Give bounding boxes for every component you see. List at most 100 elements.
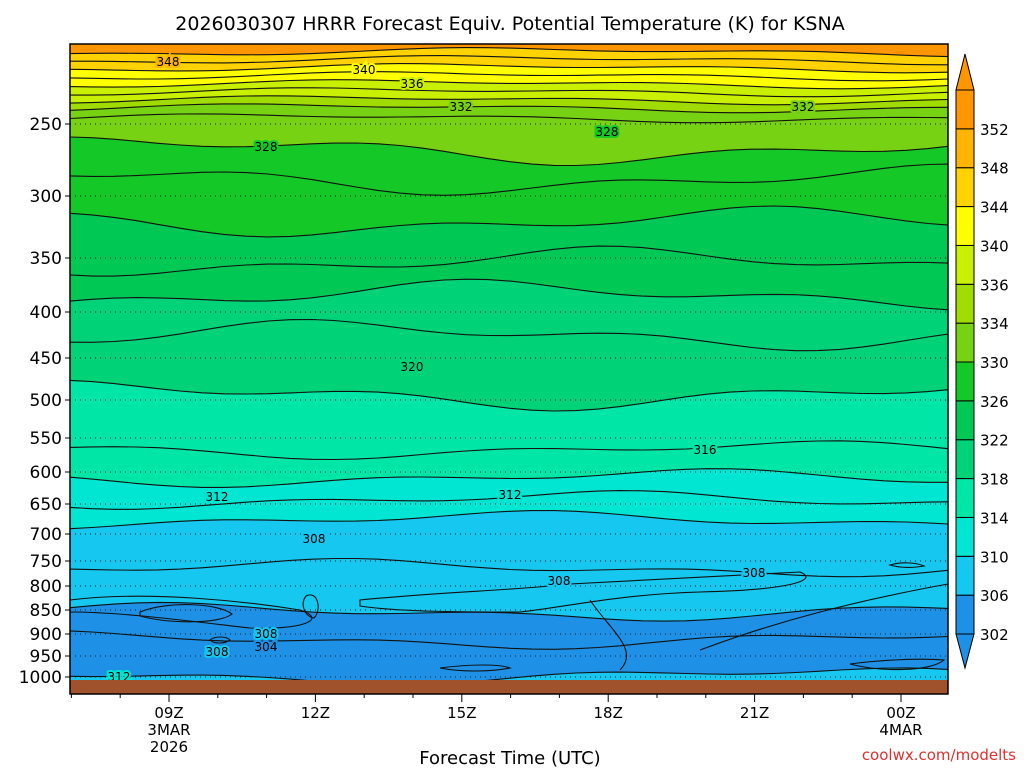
- contour-line-346: [70, 55, 949, 66]
- y-tick-label: 300: [30, 187, 62, 207]
- colorbar-swatch: [955, 128, 975, 169]
- contour-line-338: [70, 87, 949, 98]
- contour-line-closed-5: [439, 664, 512, 672]
- y-tick-label: 250: [30, 115, 62, 135]
- contour-line-308: [69, 557, 949, 578]
- colorbar-label: 340: [980, 237, 1009, 255]
- y-tick-label: 850: [30, 601, 62, 621]
- contour-label: 328: [596, 125, 619, 139]
- colorbar-swatch: [955, 594, 975, 635]
- x-tick-label: 12Z: [301, 704, 330, 722]
- y-tick-label: 550: [30, 429, 62, 449]
- colorbar-swatch: [955, 555, 975, 596]
- contour-line-closed-6: [888, 562, 926, 568]
- contour-label: 308: [743, 566, 766, 580]
- contour-label: 332: [450, 100, 473, 114]
- y-tick-label: 750: [30, 552, 62, 572]
- colorbar: 302 306 310 314 318 322 326 330 334 336 340 344 348 3…: [955, 53, 1009, 670]
- contour-line-316: [69, 440, 949, 461]
- contour-line-348: [69, 47, 949, 58]
- contour-label: 312: [206, 490, 229, 504]
- contour-label: 320: [401, 360, 424, 374]
- contour-line-306: [69, 630, 949, 650]
- x-tick-date-label: 3MAR: [147, 721, 190, 739]
- colorbar-label: 344: [980, 199, 1009, 217]
- contour-line-306: [69, 601, 949, 622]
- contour-line-336: [69, 95, 949, 106]
- colorbar-label: 326: [980, 393, 1009, 411]
- colorbar-label: 352: [980, 121, 1009, 139]
- y-tick-label: 650: [30, 495, 62, 515]
- y-tick-label: 450: [30, 349, 62, 369]
- x-tick-label: 00Z: [886, 704, 915, 722]
- contour-line-closed-1: [139, 604, 233, 623]
- contour-lines: [69, 47, 949, 686]
- contour-label: 312: [499, 488, 522, 502]
- colorbar-swatch: [955, 322, 975, 363]
- contour-label: 328: [255, 140, 278, 154]
- contour-label: 316: [694, 443, 717, 457]
- colorbar-label: 334: [980, 315, 1009, 333]
- chart-title: 2026030307 HRRR Forecast Equiv. Potentia…: [175, 13, 844, 35]
- colorbar-swatch: [955, 206, 975, 246]
- colorbar-bottom-arrow: [955, 633, 975, 670]
- contour-line-318: [69, 379, 949, 412]
- contour-line-closed-7: [849, 658, 946, 671]
- colorbar-label: 330: [980, 354, 1009, 372]
- contour-line-342: [69, 71, 949, 82]
- x-tick-year-label: 2026: [150, 738, 188, 756]
- colorbar-label: 348: [980, 160, 1009, 178]
- contour-label: 332: [792, 100, 815, 114]
- colorbar-label: 310: [980, 548, 1009, 566]
- contour-line-324: [69, 245, 949, 277]
- x-tick-label: 18Z: [594, 704, 623, 722]
- x-tick-label: 15Z: [447, 704, 476, 722]
- colorbar-swatch: [955, 89, 975, 130]
- contour-line-310: [69, 510, 949, 530]
- credit-text: coolwx.com/modelts: [862, 746, 1016, 764]
- contour-label: 348: [157, 55, 180, 69]
- contour-label: 308: [548, 574, 571, 588]
- fill-band-low-pocket: [70, 609, 600, 664]
- colorbar-swatch: [955, 478, 975, 518]
- y-tick-label: 1000: [19, 668, 62, 688]
- contour-line-322: [69, 278, 949, 311]
- contour-label: 304: [255, 640, 278, 654]
- colorbar-swatch: [955, 167, 975, 208]
- contour-line-334: [69, 103, 949, 114]
- y-tick-label: 500: [30, 391, 62, 411]
- contour-line-330: [69, 136, 949, 167]
- y-tick-label: 700: [30, 525, 62, 545]
- y-tick-label: 400: [30, 303, 62, 323]
- contour-line-closed-8: [209, 636, 231, 644]
- color-fill-bands: [70, 44, 948, 695]
- y-tick-label: 900: [30, 625, 62, 645]
- contour-line-closed-2: [302, 594, 319, 619]
- colorbar-swatch: [955, 516, 975, 557]
- x-axis-label: Forecast Time (UTC): [419, 748, 600, 768]
- y-tick-label: 600: [30, 463, 62, 483]
- y-tick-label: 950: [30, 647, 62, 667]
- contour-line-332: [69, 113, 949, 124]
- contour-line-closed-0: [69, 595, 313, 629]
- y-tick-label: 350: [30, 249, 62, 269]
- contour-label: 308: [206, 645, 229, 659]
- colorbar-swatch: [955, 400, 975, 441]
- colorbar-swatch: [955, 244, 975, 285]
- x-tick-date-label: 4MAR: [879, 721, 922, 739]
- colorbar-label: 302: [980, 626, 1009, 644]
- contour-line-310: [69, 667, 949, 686]
- plot-frame: [69, 43, 949, 695]
- contour-line-314: [69, 468, 948, 488]
- contour-label: 308: [303, 532, 326, 546]
- colorbar-label: 336: [980, 276, 1009, 294]
- x-tick-label: 21Z: [740, 704, 769, 722]
- colorbar-top-arrow: [955, 53, 975, 91]
- contour-line-326: [69, 205, 949, 238]
- colorbar-swatch: [955, 283, 975, 324]
- colorbar-label: 318: [980, 471, 1009, 489]
- contour-line-328: [69, 163, 949, 196]
